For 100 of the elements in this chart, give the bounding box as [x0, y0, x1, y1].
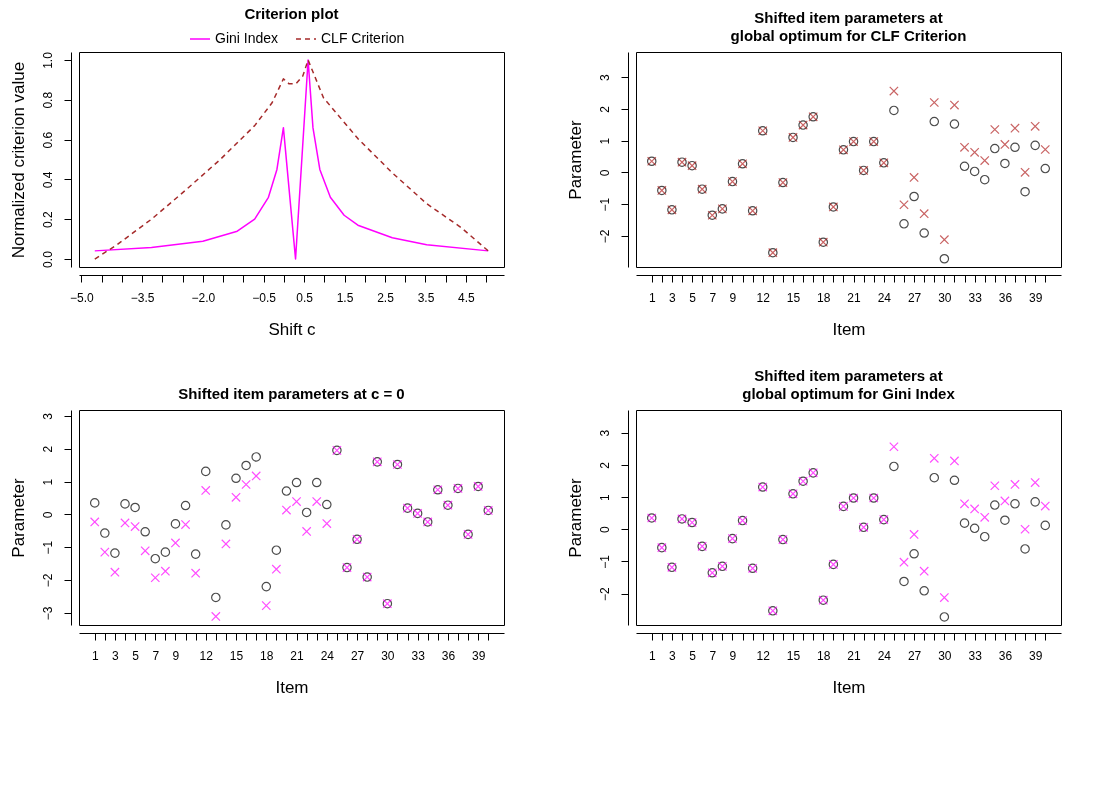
point — [1030, 477, 1040, 488]
point — [1030, 140, 1040, 151]
point — [322, 518, 332, 529]
x-tick-label: 24 — [320, 648, 335, 663]
point — [180, 519, 191, 530]
y-tick-label: 0.8 — [40, 91, 55, 109]
point — [990, 143, 1000, 154]
point — [909, 529, 919, 540]
point — [281, 486, 292, 496]
point — [130, 521, 140, 532]
point — [311, 496, 322, 507]
point — [200, 485, 211, 496]
y-tick-label: 0.0 — [40, 250, 55, 268]
point — [140, 527, 150, 537]
point — [929, 453, 940, 464]
point — [251, 471, 261, 481]
point — [150, 553, 161, 564]
point — [919, 586, 929, 596]
x-tick-label: 27 — [907, 290, 922, 305]
point — [929, 97, 940, 108]
point — [889, 105, 899, 116]
x-tick-label: 0.5 — [296, 290, 314, 305]
point — [1020, 167, 1030, 178]
x-tick-label: 7 — [709, 648, 717, 663]
y-axis-title: Normalized criterion value — [8, 61, 28, 259]
point — [1040, 520, 1051, 531]
point — [1000, 158, 1010, 169]
x-tick-label: 12 — [756, 290, 771, 305]
point — [939, 612, 950, 622]
x-tick-label: 33 — [968, 648, 983, 663]
point — [261, 581, 272, 592]
x-tick-label: 2.5 — [377, 290, 395, 305]
y-tick-label: 1 — [597, 493, 612, 501]
x-tick-label: 18 — [260, 648, 274, 663]
x-tick-label: 1.5 — [336, 290, 354, 305]
x-tick-label: 39 — [1028, 290, 1043, 305]
x-axis-title: Item — [832, 319, 866, 339]
x-tick-label: 3.5 — [417, 290, 435, 305]
point — [919, 208, 929, 219]
x-tick-label: 21 — [847, 648, 862, 663]
y-tick-label: −3 — [40, 606, 55, 621]
point — [311, 477, 322, 488]
point — [190, 568, 201, 578]
y-tick-label: 1.0 — [40, 51, 55, 69]
y-tick-label: 0 — [40, 511, 55, 519]
y-tick-label: 2 — [597, 461, 612, 469]
point — [949, 100, 960, 110]
point — [180, 500, 191, 511]
point — [889, 86, 899, 96]
point — [979, 155, 990, 166]
point — [949, 475, 960, 486]
chart-title: Shifted item parameters at global optimum for Gini Index — [742, 367, 956, 402]
x-tick-label: 3 — [112, 648, 120, 663]
y-tick-label: 1 — [597, 137, 612, 145]
x-tick-label: 39 — [471, 648, 486, 663]
point — [889, 461, 899, 472]
y-tick-label: 2 — [597, 105, 612, 113]
line-series — [94, 59, 489, 260]
x-tick-label: 33 — [968, 290, 983, 305]
point — [969, 166, 980, 177]
point — [120, 499, 130, 509]
point — [939, 592, 950, 603]
x-tick-label: 36 — [998, 648, 1013, 663]
x-tick-label: 15 — [229, 648, 244, 663]
y-axis-title: Parameter — [565, 119, 585, 200]
x-tick-label: 7 — [709, 290, 717, 305]
x-tick-label: 5 — [132, 648, 140, 663]
point — [949, 119, 960, 129]
x-tick-label: 9 — [729, 290, 737, 305]
x-tick-label: 36 — [998, 290, 1013, 305]
chart-title: Criterion plot — [244, 4, 339, 22]
x-tick-label: 36 — [441, 648, 456, 663]
point — [1000, 515, 1010, 526]
y-tick-label: 3 — [597, 429, 612, 437]
point — [140, 546, 150, 556]
point — [1020, 524, 1030, 535]
point — [200, 466, 211, 477]
point — [241, 479, 251, 490]
point — [1030, 121, 1040, 132]
point — [271, 564, 282, 574]
point — [291, 496, 302, 507]
x-tick-label: 33 — [411, 648, 426, 663]
y-tick-label: −2 — [597, 229, 612, 244]
y-tick-label: 0.2 — [40, 211, 55, 229]
point — [969, 504, 980, 514]
y-tick-label: 3 — [40, 412, 55, 420]
y-tick-label: 2 — [40, 445, 55, 453]
point — [899, 219, 909, 229]
x-tick-label: 18 — [817, 648, 831, 663]
x-tick-label: 21 — [290, 648, 305, 663]
x-tick-label: 15 — [786, 290, 801, 305]
point — [120, 518, 130, 528]
point — [919, 228, 929, 238]
point — [271, 545, 282, 555]
point — [979, 174, 990, 185]
point — [221, 539, 231, 549]
point — [990, 124, 1000, 135]
point — [909, 548, 919, 559]
point — [889, 441, 899, 452]
point — [190, 549, 201, 559]
